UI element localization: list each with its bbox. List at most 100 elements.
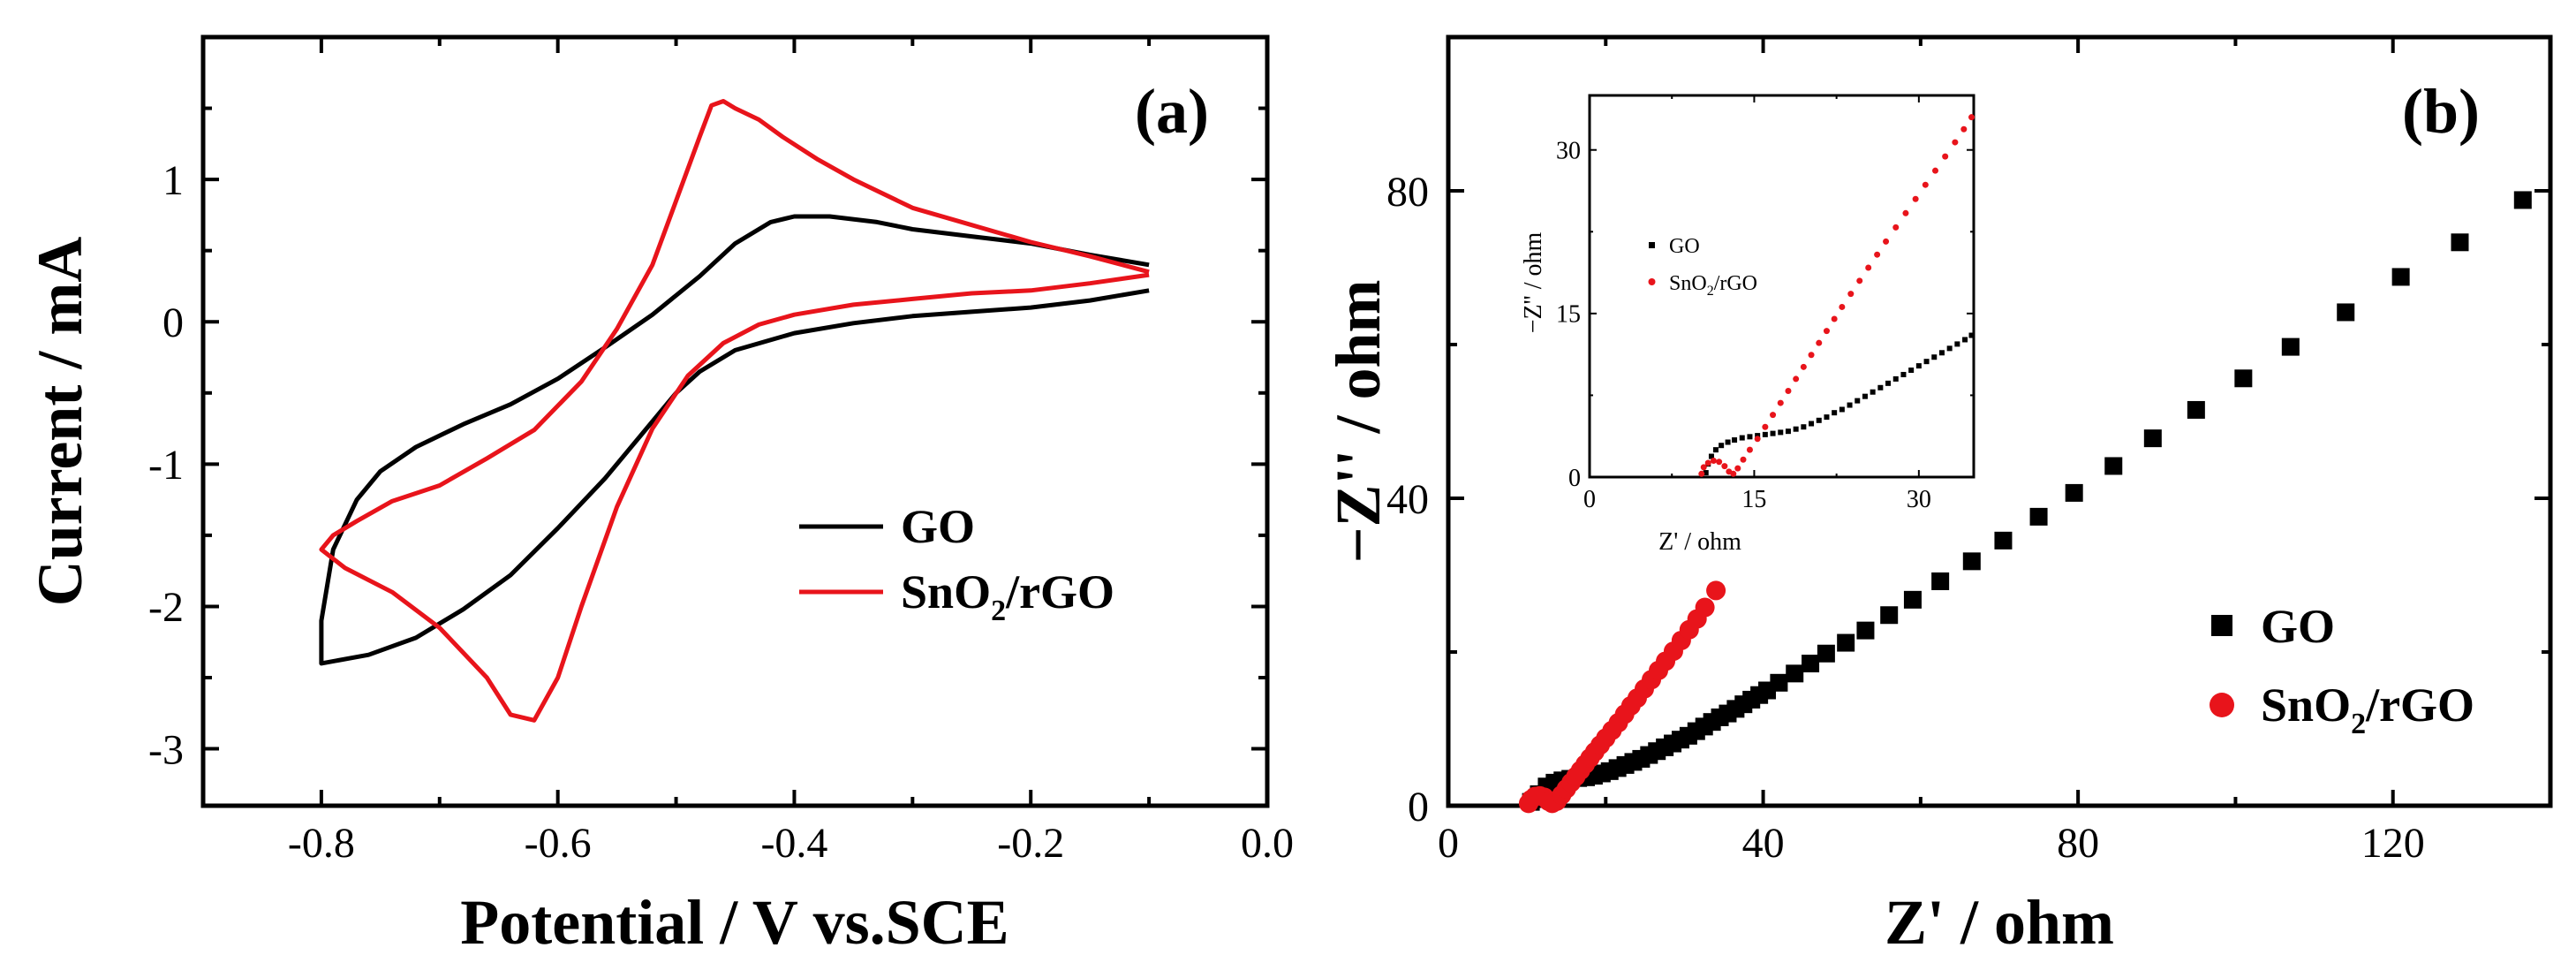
inset-go-point — [1712, 447, 1719, 453]
inset-go-point — [1885, 380, 1892, 386]
inset-sno2-rgo-point — [1831, 315, 1838, 322]
inset-go-point — [1847, 402, 1853, 408]
panel-b-sno2-rgo-point — [1706, 580, 1726, 601]
panel-a-series — [319, 99, 1150, 723]
panel-b-sno2-rgo-point — [1695, 597, 1715, 618]
legend-inset-go-marker — [1649, 242, 1655, 248]
legend-a-go-label: GO — [901, 500, 975, 553]
panel-b-ticks: 0 40 80 120 0 40 80 — [1386, 37, 2550, 867]
panel-b-go-point — [2513, 191, 2532, 209]
legend-inset-go-label: GO — [1669, 235, 1700, 258]
inset-sno2-rgo-point — [1716, 459, 1723, 466]
panel-a-label: (a) — [1135, 76, 1209, 147]
panel-b-legend: GO SnO2/rGO — [2210, 600, 2474, 740]
inset-go-point — [1968, 332, 1975, 338]
inset-go-point — [1703, 470, 1709, 476]
inset-x-tick-label: 0 — [1583, 486, 1596, 513]
legend-a-sno2-label: SnO2/rGO — [901, 565, 1114, 627]
panel-a-ticks: -0.8 -0.6 -0.4 -0.2 0.0 -3 -2 -1 0 1 — [148, 37, 1294, 867]
inset-sno2-rgo-point — [1700, 464, 1707, 471]
inset-sno2-rgo-point — [1960, 125, 1968, 133]
panel-b-go-point — [2029, 507, 2048, 526]
panel-b-plot-frame — [1446, 34, 2553, 808]
panel-b-go-point — [2281, 337, 2300, 356]
legend-inset-sno2-label: SnO2/rGO — [1669, 272, 1757, 299]
inset-series — [1698, 114, 1975, 477]
inset-sno2-rgo-point — [1793, 375, 1800, 383]
inset-sno2-rgo-point — [1704, 459, 1711, 466]
inset-sno2-rgo-point — [1922, 181, 1929, 188]
inset-sno2-rgo-point — [1823, 328, 1830, 335]
inset-go-point — [1762, 431, 1768, 437]
panel-a-y-tick-label: -3 — [148, 726, 184, 773]
inset-go-point — [1862, 393, 1868, 399]
panel-b-go-point — [2143, 429, 2162, 448]
panel-b-go-point — [2104, 457, 2123, 475]
inset-go-point — [1732, 437, 1738, 444]
panel-b-go-point — [1880, 606, 1899, 625]
panel-b-x-tick-label: 40 — [1742, 820, 1785, 867]
inset-y-tick-label: 0 — [1568, 465, 1581, 492]
legend-b-go-label: GO — [2261, 600, 2335, 653]
panel-a-x-tick-label: -0.6 — [525, 820, 592, 867]
inset-go-point — [1778, 429, 1784, 436]
inset-go-point — [1870, 389, 1876, 395]
panel-b-x-tick-label: 0 — [1438, 820, 1459, 867]
inset-go-point — [1892, 375, 1899, 382]
panel-b-go-point — [2234, 369, 2253, 388]
inset-go-point — [1708, 453, 1714, 459]
inset-x-tick-label: 15 — [1741, 486, 1766, 513]
panel-b-series — [1518, 191, 2532, 814]
inset-sno2-rgo-point — [1816, 339, 1823, 346]
inset-sno2-rgo-point — [1874, 251, 1881, 258]
inset-go-point — [1719, 443, 1725, 449]
panel-a-sno2-rgo-curve — [319, 99, 1150, 723]
inset-go-point — [1954, 341, 1960, 347]
panel-b-inset: 0 15 30 0 15 30 Z' / ohm −Z'' / ohm GO SnO2/r… — [1520, 94, 1975, 556]
inset-ticks: 0 15 30 0 15 30 — [1556, 95, 1974, 513]
panel-b-go-point — [2337, 303, 2355, 322]
panel-a-x-tick-label: -0.2 — [997, 820, 1064, 867]
inset-sno2-rgo-point — [1770, 412, 1777, 419]
inset-sno2-rgo-point — [1865, 264, 1872, 271]
inset-x-tick-label: 30 — [1907, 486, 1931, 513]
inset-legend: GO SnO2/rGO — [1648, 235, 1757, 299]
inset-go-point — [1770, 430, 1776, 436]
panel-b-y-axis-title: −Z'' / ohm — [1323, 279, 1394, 563]
panel-b-go-point — [1786, 664, 1804, 683]
inset-go-point — [1824, 414, 1830, 421]
panel-b-go-point — [1903, 590, 1922, 609]
inset-sno2-rgo-point — [1952, 139, 1959, 146]
inset-go-point — [1900, 371, 1907, 377]
inset-sno2-rgo-point — [1777, 399, 1784, 406]
panel-a-x-tick-label: -0.4 — [760, 820, 827, 867]
inset-sno2-rgo-point — [1839, 303, 1846, 310]
panel-b-x-axis-title: Z' / ohm — [1885, 887, 2114, 958]
panel-b-x-tick-label: 80 — [2057, 820, 2099, 867]
inset-sno2-rgo-point — [1710, 457, 1717, 464]
inset-sno2-rgo-point — [1740, 456, 1747, 463]
legend-inset-sno2-marker — [1648, 278, 1656, 285]
panel-a-y-axis-title: Current / mA — [25, 237, 95, 607]
panel-a-x-tick-label: -0.8 — [288, 820, 355, 867]
panel-b-go-point — [1817, 644, 1835, 663]
inset-go-point — [1877, 384, 1884, 390]
inset-go-point — [1915, 363, 1922, 369]
inset-sno2-rgo-point — [1932, 167, 1938, 174]
inset-go-point — [1816, 417, 1822, 423]
inset-go-point — [1839, 406, 1845, 413]
panel-b-y-tick-label: 0 — [1408, 784, 1429, 830]
inset-go-point — [1908, 368, 1915, 374]
panel-a-y-tick-label: 0 — [162, 299, 184, 346]
inset-sno2-rgo-point — [1698, 470, 1705, 477]
panel-b-go-point — [1931, 572, 1950, 590]
inset-go-point — [1793, 426, 1799, 432]
legend-b-sno2-marker — [2210, 693, 2234, 717]
panel-a-legend: GO SnO2/rGO — [799, 500, 1114, 627]
inset-sno2-rgo-point — [1892, 224, 1900, 231]
inset-sno2-rgo-point — [1754, 436, 1761, 443]
inset-plot-frame — [1588, 94, 1975, 479]
panel-a-y-tick-label: 1 — [162, 157, 184, 204]
panel-b-go-point — [1962, 552, 1981, 571]
